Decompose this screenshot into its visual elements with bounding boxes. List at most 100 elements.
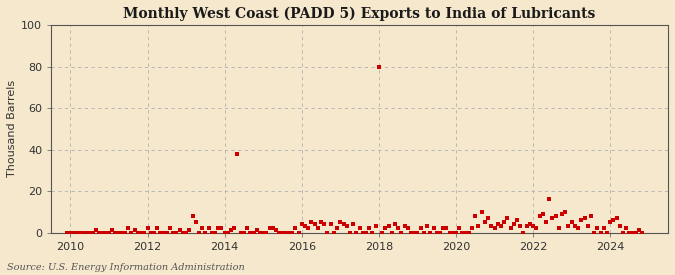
Point	[550, 214, 561, 218]
Point	[123, 226, 134, 230]
Point	[512, 218, 522, 222]
Point	[371, 224, 381, 229]
Point	[438, 226, 449, 230]
Point	[342, 224, 352, 229]
Point	[338, 222, 349, 226]
Point	[351, 230, 362, 235]
Point	[460, 230, 471, 235]
Point	[287, 230, 298, 235]
Point	[576, 218, 587, 222]
Point	[277, 230, 288, 235]
Point	[377, 230, 387, 235]
Point	[402, 226, 413, 230]
Point	[284, 230, 294, 235]
Point	[560, 210, 570, 214]
Point	[451, 230, 462, 235]
Point	[409, 230, 420, 235]
Point	[300, 224, 310, 229]
Point	[139, 230, 150, 235]
Point	[223, 230, 234, 235]
Point	[572, 226, 583, 230]
Point	[406, 230, 416, 235]
Point	[464, 230, 475, 235]
Point	[296, 222, 307, 226]
Point	[415, 226, 426, 230]
Point	[184, 228, 194, 233]
Point	[90, 228, 101, 233]
Point	[583, 224, 593, 229]
Point	[72, 230, 82, 235]
Point	[502, 216, 513, 220]
Point	[396, 230, 407, 235]
Point	[306, 220, 317, 224]
Point	[274, 230, 285, 235]
Point	[110, 230, 121, 235]
Point	[373, 65, 384, 69]
Point	[194, 230, 205, 235]
Point	[531, 226, 542, 230]
Point	[598, 226, 609, 230]
Point	[357, 230, 368, 235]
Point	[601, 230, 612, 235]
Point	[621, 226, 632, 230]
Point	[229, 226, 240, 230]
Point	[148, 230, 159, 235]
Point	[197, 226, 208, 230]
Point	[251, 228, 262, 233]
Point	[418, 230, 429, 235]
Point	[168, 230, 179, 235]
Point	[158, 230, 169, 235]
Point	[103, 230, 114, 235]
Point	[329, 230, 340, 235]
Point	[216, 226, 227, 230]
Point	[225, 228, 236, 233]
Point	[210, 230, 221, 235]
Point	[547, 216, 558, 220]
Point	[618, 230, 628, 235]
Point	[505, 226, 516, 230]
Point	[495, 224, 506, 229]
Point	[84, 230, 95, 235]
Point	[130, 228, 140, 233]
Point	[570, 224, 580, 229]
Point	[431, 230, 442, 235]
Point	[165, 226, 176, 230]
Point	[524, 222, 535, 226]
Point	[344, 230, 355, 235]
Point	[521, 224, 532, 229]
Point	[213, 226, 223, 230]
Point	[319, 222, 329, 226]
Point	[119, 230, 130, 235]
Point	[258, 230, 269, 235]
Point	[190, 220, 201, 224]
Point	[171, 230, 182, 235]
Point	[614, 224, 625, 229]
Point	[203, 226, 214, 230]
Point	[624, 230, 635, 235]
Point	[627, 230, 638, 235]
Point	[477, 210, 487, 214]
Point	[380, 226, 391, 230]
Point	[422, 224, 433, 229]
Point	[325, 222, 336, 226]
Point	[232, 152, 243, 156]
Point	[364, 226, 375, 230]
Point	[389, 222, 400, 226]
Point	[242, 226, 252, 230]
Point	[428, 226, 439, 230]
Point	[412, 230, 423, 235]
Point	[254, 230, 265, 235]
Point	[145, 230, 156, 235]
Point	[634, 228, 645, 233]
Point	[126, 230, 137, 235]
Point	[236, 230, 246, 235]
Point	[322, 230, 333, 235]
Point	[492, 222, 503, 226]
Point	[435, 230, 446, 235]
Point	[303, 226, 314, 230]
Point	[457, 230, 468, 235]
Point	[444, 230, 455, 235]
Point	[309, 222, 320, 226]
Point	[383, 224, 394, 229]
Point	[280, 230, 291, 235]
